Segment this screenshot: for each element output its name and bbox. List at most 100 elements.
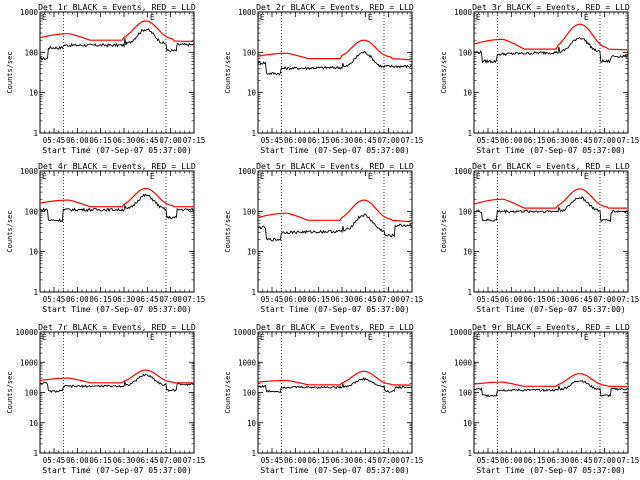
x-tick-label: 06:30 [113,295,136,304]
y-tick-label: 100 [24,48,38,57]
y-tick-label: 1 [33,288,38,297]
y-tick-label: 100 [458,207,472,216]
x-tick-label: 07:00 [593,136,616,145]
y-tick-label: 10 [247,248,257,257]
x-tick-label: 06:45 [136,456,159,465]
x-tick-label: 07:15 [183,136,206,145]
x-tick-label: 07:00 [159,295,182,304]
x-tick-label: 06:30 [113,456,136,465]
y-tick-label: 100 [242,389,256,398]
x-tick-label: 07:15 [401,456,424,465]
x-tick-label: 06:15 [307,456,330,465]
chart-title: Det 5r BLACK = Events, RED = LLD [256,161,414,171]
x-axis-label: Start Time (07-Sep-07 05:37:00) [476,305,625,314]
x-axis-label: Start Time (07-Sep-07 05:37:00) [260,466,409,475]
x-tick-label: 06:15 [523,295,546,304]
plot-frame [39,170,195,293]
x-tick-label: 07:15 [401,295,424,304]
x-tick-label: 06:00 [500,136,523,145]
e-marker: E [368,172,373,181]
x-tick-label: 06:00 [500,456,523,465]
lld-series-line [473,23,628,51]
chart-panel-6r: Det 6r BLACK = Events, RED = LLD 1 10 100 10… [440,161,639,314]
x-tick-label: 06:45 [354,295,377,304]
chart-title: Det 3r BLACK = Events, RED = LLD [472,2,630,12]
e-marker: E [260,13,265,22]
chart-panel-1r: Det 1r BLACK = Events, RED = LLD 1 10 100 10… [6,2,205,155]
x-tick-label: 07:00 [159,456,182,465]
y-tick-label: 10 [29,89,39,98]
events-series-line [473,380,629,398]
x-tick-label: 05:45 [477,456,500,465]
y-axis-label: Counts/sec [6,210,14,252]
x-axis-label: Start Time (07-Sep-07 05:37:00) [42,305,191,314]
y-tick-label: 1 [467,129,472,138]
events-series-line [39,373,195,394]
x-tick-label: 07:00 [593,295,616,304]
e-marker: E [584,333,589,342]
y-tick-label: 1 [467,288,472,297]
y-axis-label: Counts/sec [440,210,448,252]
chart-title: Det 7r BLACK = Events, RED = LLD [38,322,196,332]
e-marker: E [42,172,47,181]
chart-panel-4r: Det 4r BLACK = Events, RED = LLD 1 10 100 10… [6,161,205,314]
e-marker: E [42,13,47,22]
y-tick-label: 1000 [454,8,473,17]
y-tick-label: 100 [24,207,38,216]
lld-series-line [473,188,628,209]
x-tick-label: 07:00 [159,136,182,145]
y-tick-label: 10 [463,419,473,428]
events-series-line [257,50,413,76]
e-marker: E [584,172,589,181]
y-tick-label: 100 [458,389,472,398]
x-tick-label: 06:30 [331,136,354,145]
e-marker: E [260,333,265,342]
e-marker: E [150,13,155,22]
x-tick-label: 06:45 [354,456,377,465]
lld-series-line [257,199,412,223]
y-tick-label: 10000 [449,328,472,337]
e-marker: E [584,13,589,22]
y-tick-label: 1000 [238,358,257,367]
lld-series-line [39,369,194,384]
y-tick-label: 10000 [233,328,256,337]
plot-frame [257,170,413,293]
y-tick-label: 10 [247,419,257,428]
x-tick-label: 06:30 [331,295,354,304]
x-tick-label: 06:15 [89,136,112,145]
x-axis-label: Start Time (07-Sep-07 05:37:00) [476,466,625,475]
x-axis-label: Start Time (07-Sep-07 05:37:00) [42,466,191,475]
x-tick-label: 06:00 [66,456,89,465]
x-tick-label: 06:15 [89,295,112,304]
y-tick-label: 1 [251,449,256,458]
y-tick-label: 1 [33,449,38,458]
y-axis-label: Counts/sec [224,210,232,252]
x-tick-label: 07:00 [377,295,400,304]
y-axis-label: Counts/sec [224,371,232,413]
y-tick-label: 1000 [20,167,39,176]
e-marker: E [260,172,265,181]
x-tick-label: 07:00 [377,456,400,465]
lld-series-line [39,20,194,43]
y-tick-label: 10 [247,89,257,98]
y-tick-label: 100 [24,389,38,398]
x-tick-label: 05:45 [261,136,284,145]
x-axis-label: Start Time (07-Sep-07 05:37:00) [260,146,409,155]
e-marker: E [368,13,373,22]
y-tick-label: 1 [251,288,256,297]
chart-title: Det 9r BLACK = Events, RED = LLD [472,322,630,332]
x-tick-label: 06:30 [547,136,570,145]
x-tick-label: 07:00 [377,136,400,145]
x-tick-label: 06:15 [307,136,330,145]
chart-panel-8r: Det 8r BLACK = Events, RED = LLD 1 10 100 10… [224,322,423,475]
x-tick-label: 05:45 [261,456,284,465]
chart-title: Det 4r BLACK = Events, RED = LLD [38,161,196,171]
x-tick-label: 07:00 [593,456,616,465]
y-tick-label: 10 [29,248,39,257]
y-axis-label: Counts/sec [440,51,448,93]
x-tick-label: 05:45 [477,295,500,304]
x-tick-label: 06:15 [307,295,330,304]
plot-frame [473,170,629,293]
lld-series-line [39,187,194,208]
y-axis-label: Counts/sec [6,371,14,413]
